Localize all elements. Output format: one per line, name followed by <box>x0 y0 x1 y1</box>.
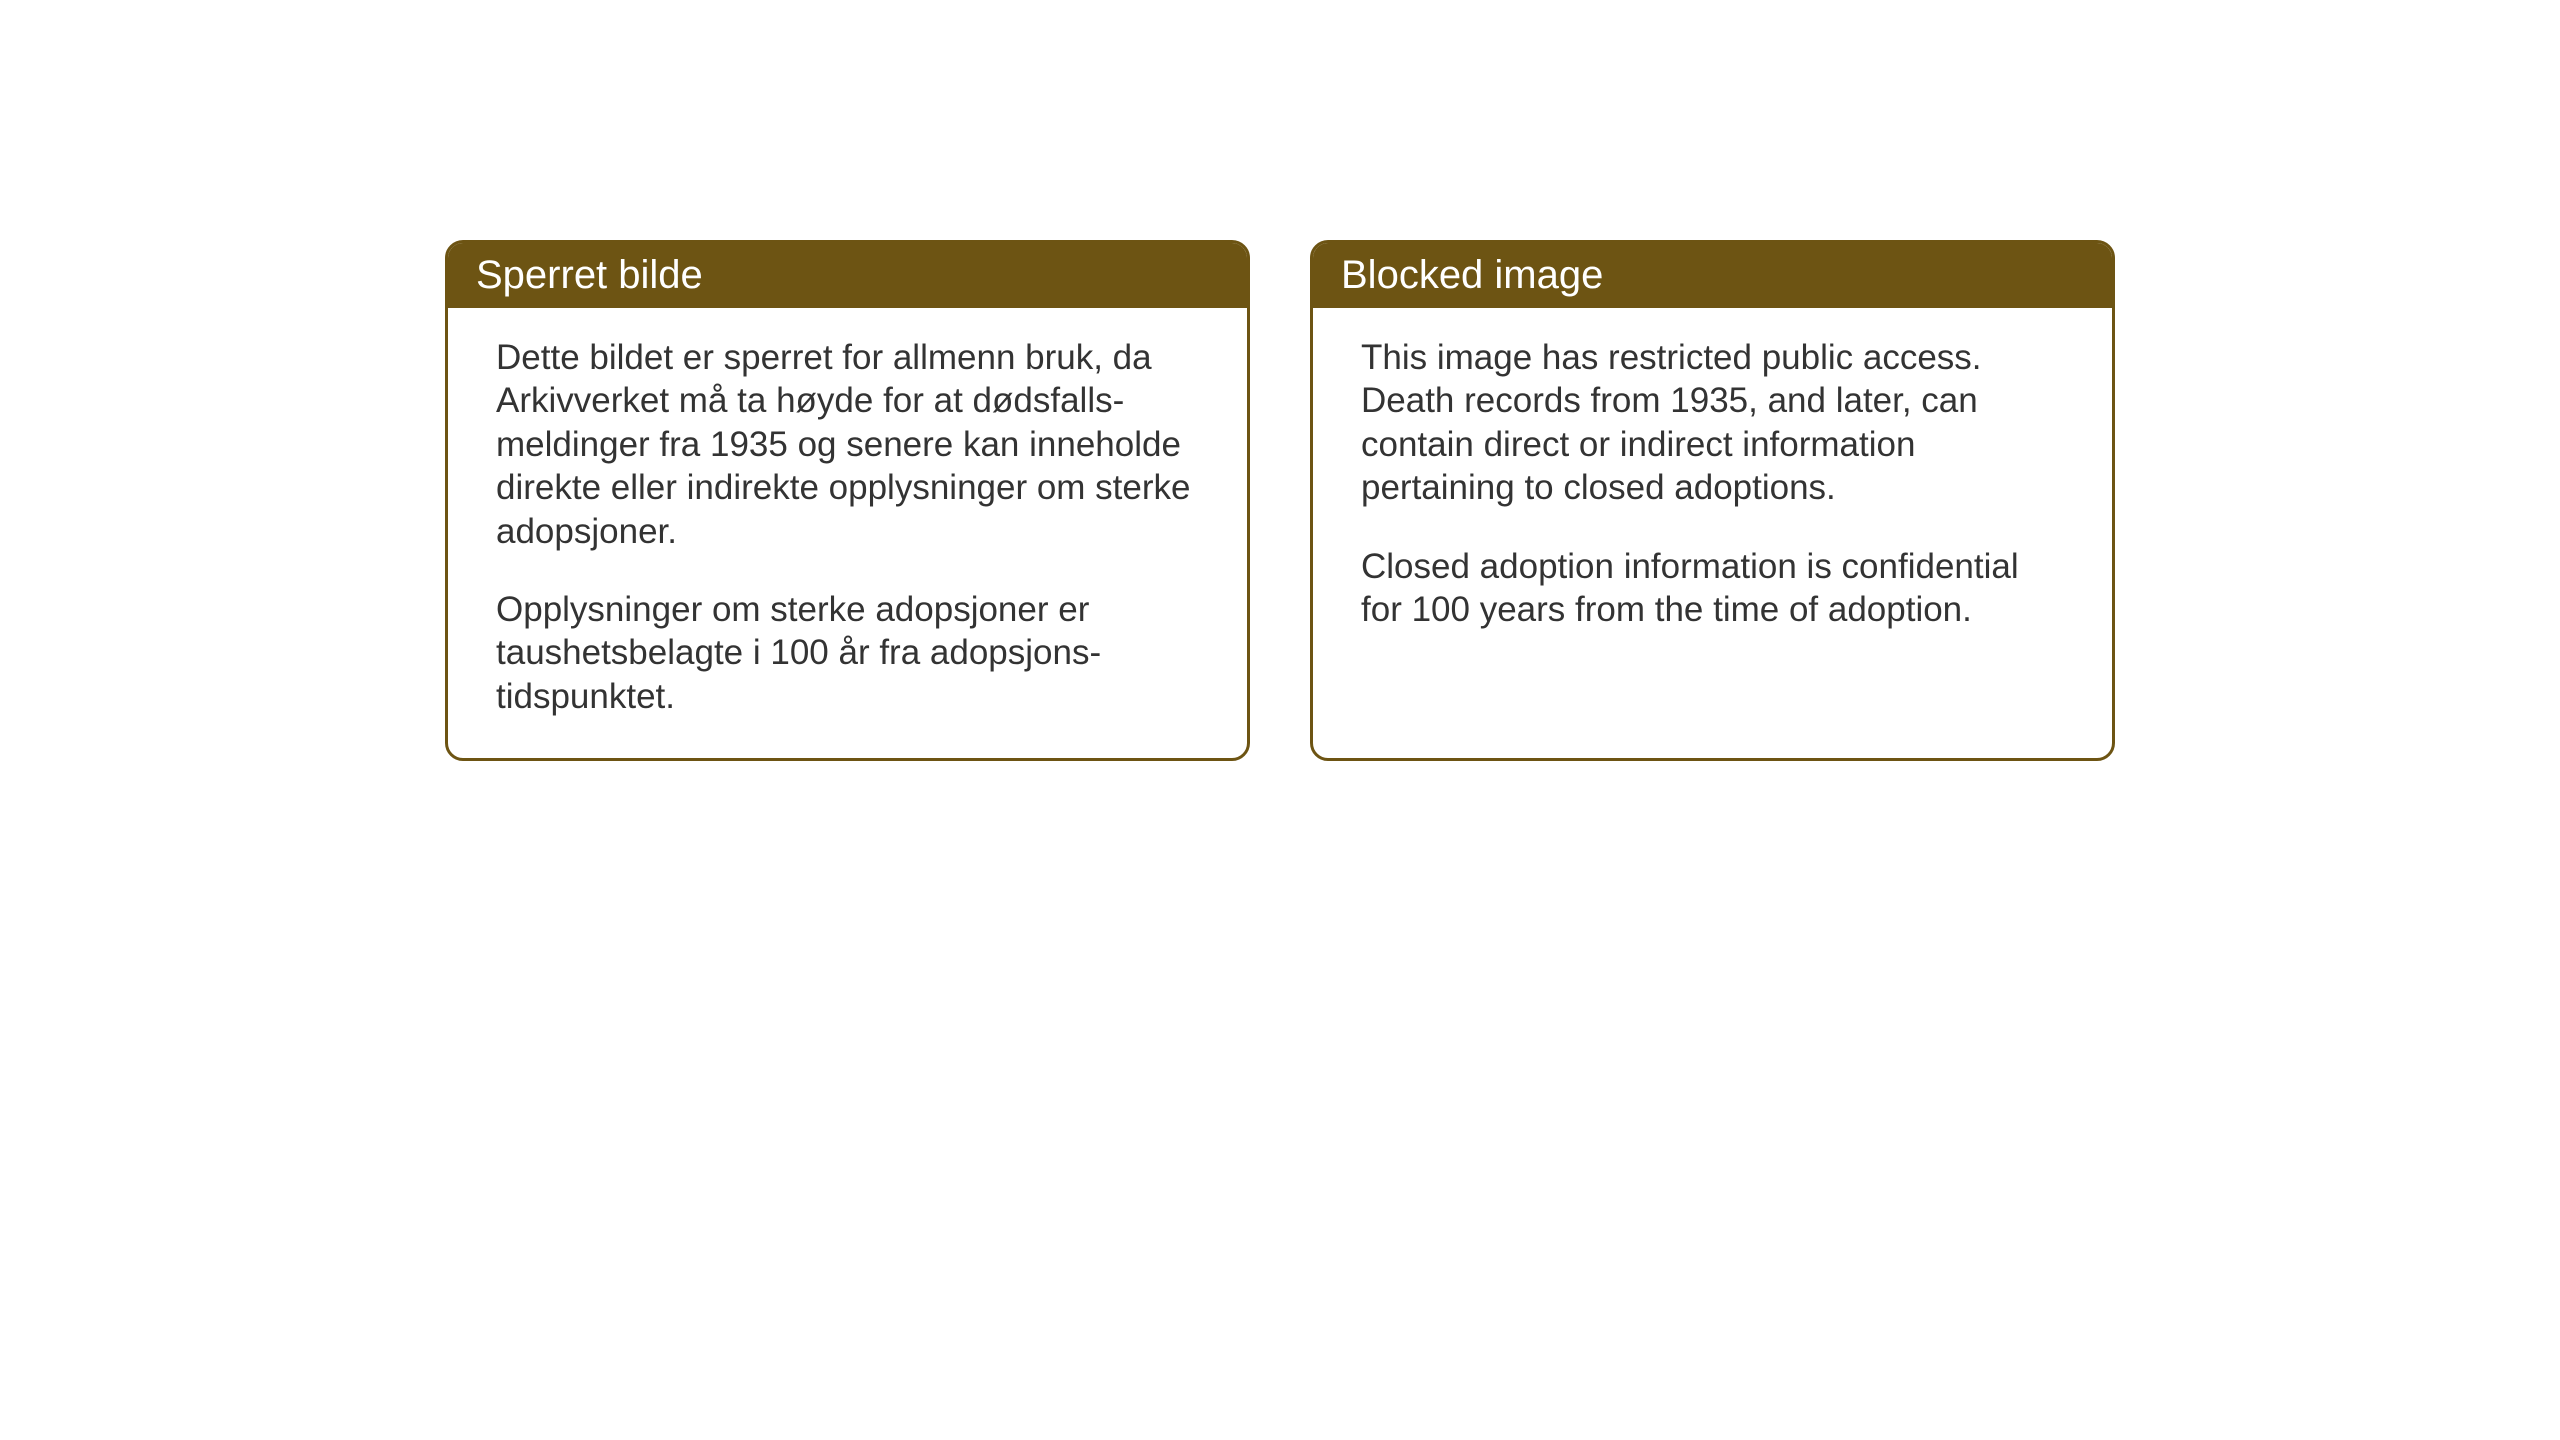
card-english-title: Blocked image <box>1341 253 1603 297</box>
card-norwegian: Sperret bilde Dette bildet er sperret fo… <box>445 240 1250 761</box>
card-norwegian-header: Sperret bilde <box>448 243 1247 308</box>
cards-container: Sperret bilde Dette bildet er sperret fo… <box>445 240 2115 761</box>
card-english-paragraph-1: This image has restricted public access.… <box>1361 336 2064 510</box>
card-english: Blocked image This image has restricted … <box>1310 240 2115 761</box>
card-english-body: This image has restricted public access.… <box>1313 308 2112 671</box>
card-english-paragraph-2: Closed adoption information is confident… <box>1361 545 2064 632</box>
card-norwegian-paragraph-1: Dette bildet er sperret for allmenn bruk… <box>496 336 1199 553</box>
card-norwegian-title: Sperret bilde <box>476 253 703 297</box>
card-norwegian-body: Dette bildet er sperret for allmenn bruk… <box>448 308 1247 758</box>
card-english-header: Blocked image <box>1313 243 2112 308</box>
card-norwegian-paragraph-2: Opplysninger om sterke adopsjoner er tau… <box>496 588 1199 718</box>
